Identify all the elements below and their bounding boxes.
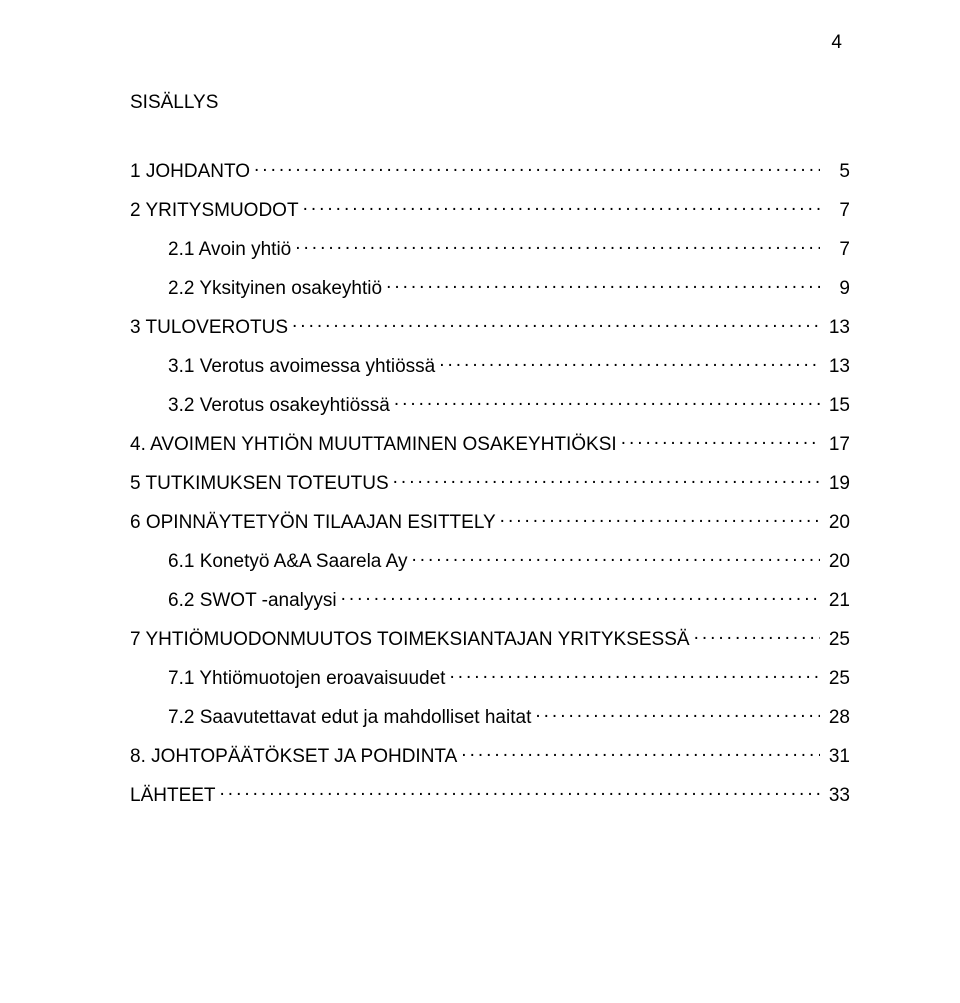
toc-entry-page: 15 [824,395,850,417]
toc-entry-label: 6 OPINNÄYTETYÖN TILAAJAN ESITTELY [130,512,496,534]
toc-entry-page: 19 [824,473,850,495]
toc-entry: 7 YHTIÖMUODONMUUTOS TOIMEKSIANTAJAN YRIT… [130,626,850,651]
toc-entry-label: 4. AVOIMEN YHTIÖN MUUTTAMINEN OSAKEYHTIÖ… [130,434,617,456]
toc-entry: 6 OPINNÄYTETYÖN TILAAJAN ESITTELY 20 [130,509,850,534]
toc-entry-label: LÄHTEET [130,785,216,807]
toc-leader-dots [292,314,820,333]
toc-leader-dots [621,431,820,450]
toc-entry-label: 3.1 Verotus avoimessa yhtiössä [168,356,435,378]
toc-entry: 8. JOHTOPÄÄTÖKSET JA POHDINTA 31 [130,743,850,768]
toc-entry-label: 5 TUTKIMUKSEN TOTEUTUS [130,473,389,495]
toc-entry-label: 6.2 SWOT -analyysi [168,590,337,612]
toc-leader-dots [220,782,820,801]
toc-entry-label: 2 YRITYSMUODOT [130,200,299,222]
toc-entry-page: 13 [824,317,850,339]
toc-entry-page: 7 [824,200,850,222]
toc-entry: LÄHTEET 33 [130,782,850,807]
toc-entry-label: 6.1 Konetyö A&A Saarela Ay [168,551,407,573]
toc-entry-label: 7.2 Saavutettavat edut ja mahdolliset ha… [168,707,531,729]
toc-entry: 7.2 Saavutettavat edut ja mahdolliset ha… [130,704,850,729]
page-title: SISÄLLYS [130,92,850,114]
toc-leader-dots [535,704,820,723]
toc-leader-dots [303,197,820,216]
toc-leader-dots [341,587,820,606]
toc-entry-page: 7 [824,239,850,261]
toc-entry: 3 TULOVEROTUS 13 [130,314,850,339]
toc-entry-page: 25 [824,629,850,651]
toc-entry-page: 20 [824,512,850,534]
toc-entry: 6.2 SWOT -analyysi 21 [130,587,850,612]
toc-entry: 3.2 Verotus osakeyhtiössä 15 [130,392,850,417]
toc-leader-dots [449,665,820,684]
toc-entry-page: 31 [824,746,850,768]
toc-entry-label: 2.1 Avoin yhtiö [168,239,291,261]
toc-leader-dots [500,509,820,528]
page-number: 4 [831,32,842,54]
toc-entry-page: 17 [824,434,850,456]
toc-entry-page: 5 [824,161,850,183]
toc-entry-page: 20 [824,551,850,573]
toc-leader-dots [393,470,820,489]
toc-entry-label: 7.1 Yhtiömuotojen eroavaisuudet [168,668,445,690]
toc-leader-dots [439,353,820,372]
toc-entry-label: 7 YHTIÖMUODONMUUTOS TOIMEKSIANTAJAN YRIT… [130,629,690,651]
toc-entry-page: 28 [824,707,850,729]
toc-entry-page: 9 [824,278,850,300]
toc-entry-label: 2.2 Yksityinen osakeyhtiö [168,278,382,300]
toc-entry-label: 8. JOHTOPÄÄTÖKSET JA POHDINTA [130,746,457,768]
toc-entry: 5 TUTKIMUKSEN TOTEUTUS 19 [130,470,850,495]
toc-entry: 2 YRITYSMUODOT 7 [130,197,850,222]
toc-entry: 2.1 Avoin yhtiö 7 [130,236,850,261]
table-of-contents: 1 JOHDANTO52 YRITYSMUODOT72.1 Avoin yhti… [130,158,850,807]
toc-entry: 1 JOHDANTO 5 [130,158,850,183]
toc-entry: 2.2 Yksityinen osakeyhtiö 9 [130,275,850,300]
toc-entry-label: 1 JOHDANTO [130,161,250,183]
toc-entry-page: 13 [824,356,850,378]
toc-leader-dots [461,743,820,762]
toc-entry: 3.1 Verotus avoimessa yhtiössä 13 [130,353,850,378]
toc-entry: 4. AVOIMEN YHTIÖN MUUTTAMINEN OSAKEYHTIÖ… [130,431,850,456]
toc-leader-dots [295,236,820,255]
toc-entry: 7.1 Yhtiömuotojen eroavaisuudet 25 [130,665,850,690]
toc-leader-dots [254,158,820,177]
toc-entry-label: 3 TULOVEROTUS [130,317,288,339]
toc-leader-dots [394,392,820,411]
document-page: 4 SISÄLLYS 1 JOHDANTO52 YRITYSMUODOT72.1… [0,0,960,1003]
toc-leader-dots [694,626,820,645]
toc-leader-dots [386,275,820,294]
toc-entry: 6.1 Konetyö A&A Saarela Ay 20 [130,548,850,573]
toc-leader-dots [411,548,820,567]
toc-entry-label: 3.2 Verotus osakeyhtiössä [168,395,390,417]
toc-entry-page: 21 [824,590,850,612]
toc-entry-page: 25 [824,668,850,690]
toc-entry-page: 33 [824,785,850,807]
